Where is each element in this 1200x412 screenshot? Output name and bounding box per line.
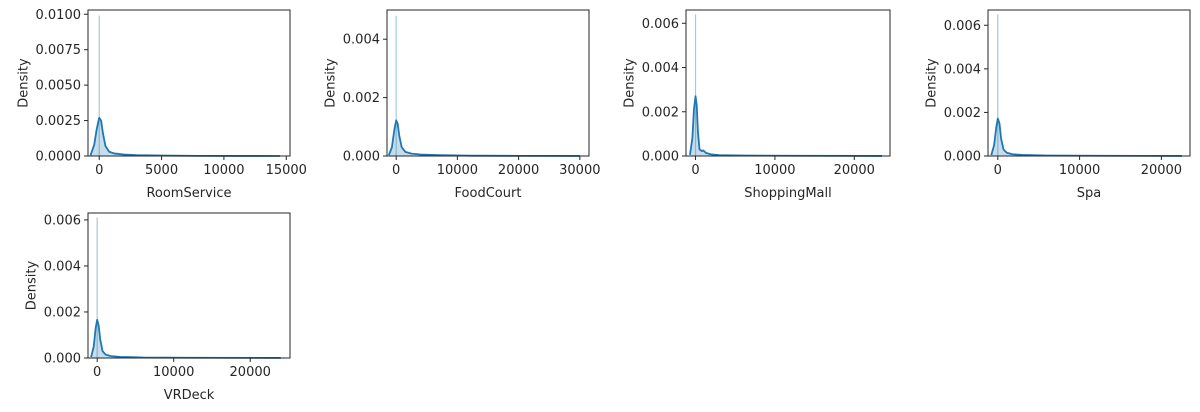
y-tick-label: 0.004 xyxy=(642,61,679,76)
y-axis-label: Density xyxy=(16,58,31,108)
kde-area xyxy=(90,117,281,156)
subplot-foodcourt: 0 10000 20000 30000 0.000 0.002 0.004 FoodCourt… xyxy=(324,9,600,201)
x-tick-label: 0 xyxy=(994,163,1002,178)
y-tick-label: 0.000 xyxy=(642,150,679,165)
x-axis-label: RoomService xyxy=(146,186,231,201)
x-tick-label: 5000 xyxy=(145,163,178,178)
y-tick-label: 0.006 xyxy=(944,19,981,34)
x-tick-label: 0 xyxy=(392,163,400,178)
y-tick-label: 0.0075 xyxy=(36,43,82,58)
kde-area xyxy=(991,118,1182,156)
kde-line xyxy=(89,116,281,157)
x-tick-label: 15000 xyxy=(266,163,307,178)
y-tick-label: 0.004 xyxy=(944,62,981,77)
x-tick-label: 10000 xyxy=(203,163,244,178)
y-axis-label: Density xyxy=(925,58,940,108)
y-tick-label: 0.0025 xyxy=(36,114,82,129)
x-tick-label: 0 xyxy=(93,365,101,380)
y-tick-label: 0.006 xyxy=(44,213,81,228)
y-tick-label: 0.000 xyxy=(944,150,981,165)
y-tick-label: 0.0100 xyxy=(36,8,82,23)
x-axis-label: ShoppingMall xyxy=(744,186,831,201)
y-tick-label: 0.002 xyxy=(44,305,81,320)
y-tick-label: 0.000 xyxy=(44,352,81,367)
x-axis-label: VRDeck xyxy=(164,388,215,403)
kde-line xyxy=(90,318,281,359)
axes-frame xyxy=(386,9,590,157)
subplot-roomservice: 0 5000 10000 15000 0.0000 0.0025 0.0050 0.0075 0… xyxy=(16,8,307,201)
axes-frame xyxy=(685,9,891,157)
x-tick-label: 20000 xyxy=(230,365,271,380)
y-tick-label: 0.004 xyxy=(44,259,81,274)
y-tick-label: 0.004 xyxy=(343,33,380,48)
x-tick-label: 20000 xyxy=(834,163,875,178)
histogram-bar xyxy=(96,217,98,358)
y-tick-label: 0.002 xyxy=(343,91,380,106)
y-axis-label: Density xyxy=(623,58,638,108)
x-tick-label: 0 xyxy=(691,163,699,178)
x-tick-label: 30000 xyxy=(559,163,600,178)
histogram-bar xyxy=(997,14,999,156)
subplot-spa: 0 10000 20000 0.000 0.002 0.004 0.006 Spa Densit… xyxy=(925,9,1191,201)
x-tick-label: 10000 xyxy=(754,163,795,178)
axes-frame xyxy=(87,9,291,157)
y-tick-label: 0.000 xyxy=(343,150,380,165)
axes-frame xyxy=(87,212,291,359)
y-tick-label: 0.0000 xyxy=(36,150,82,165)
kde-line xyxy=(388,119,580,157)
y-tick-label: 0.006 xyxy=(642,17,679,32)
kde-area xyxy=(91,319,281,358)
y-tick-label: 0.002 xyxy=(642,105,679,120)
axes-frame xyxy=(987,9,1191,157)
x-axis-label: Spa xyxy=(1077,186,1101,201)
histogram-bar xyxy=(694,14,697,157)
x-tick-label: 10000 xyxy=(1059,163,1100,178)
kde-line xyxy=(689,95,883,157)
histogram-bar xyxy=(395,15,397,157)
y-axis-label: Density xyxy=(25,260,40,310)
x-tick-label: 20000 xyxy=(1141,163,1182,178)
kde-line xyxy=(990,117,1182,157)
histogram-bar xyxy=(98,15,100,156)
kde-area xyxy=(388,120,580,156)
x-tick-label: 0 xyxy=(95,163,103,178)
y-tick-label: 0.002 xyxy=(944,106,981,121)
y-tick-label: 0.0050 xyxy=(36,79,82,94)
x-tick-label: 10000 xyxy=(437,163,478,178)
x-tick-label: 20000 xyxy=(498,163,539,178)
x-axis-label: FoodCourt xyxy=(455,186,522,201)
x-tick-label: 10000 xyxy=(153,365,194,380)
subplot-vrdeck: 0 10000 20000 0.000 0.002 0.004 0.006 VRDeck Den… xyxy=(25,212,291,403)
kde-area xyxy=(689,96,883,156)
subplot-shoppingmall: 0 10000 20000 0.000 0.002 0.004 0.006 ShoppingM… xyxy=(623,9,891,201)
y-axis-label: Density xyxy=(324,58,339,108)
